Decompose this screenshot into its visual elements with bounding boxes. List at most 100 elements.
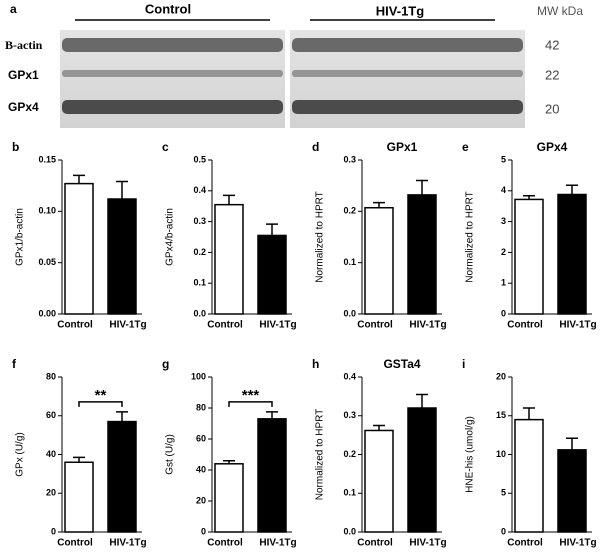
bar xyxy=(214,203,244,315)
bar xyxy=(364,206,394,315)
y-tick-label: 20 xyxy=(196,495,206,505)
error-bar xyxy=(73,456,85,463)
bar xyxy=(514,418,544,533)
bar xyxy=(557,449,587,533)
chart-title: GSTa4 xyxy=(383,357,420,371)
error-bar xyxy=(566,437,578,450)
y-tick-label: 0 xyxy=(501,308,506,318)
y-tick-label: 0.0 xyxy=(343,308,356,318)
x-tick-label: HIV-1Tg xyxy=(559,320,596,331)
y-axis-label: GPx (U/g) xyxy=(15,432,26,476)
y-axis-label: Normalized to HPRT xyxy=(465,191,476,283)
y-axis-label: GPx1/b-actin xyxy=(15,208,26,266)
y-axis-label: HNE-his (umol/g) xyxy=(465,416,476,493)
row-label: GPx1 xyxy=(8,68,39,82)
y-tick-label: 5 xyxy=(501,488,506,498)
x-tick-label: HIV-1Tg xyxy=(259,320,296,331)
error-bar xyxy=(373,424,385,431)
group-label: HIV-1Tg xyxy=(376,3,424,18)
panel-letter: d xyxy=(312,140,319,154)
y-tick-label: 3 xyxy=(501,216,506,226)
error-bar xyxy=(416,179,428,195)
x-tick-label: HIV-1Tg xyxy=(409,538,446,549)
x-tick-label: HIV-1Tg xyxy=(109,320,146,331)
x-tick-label: Control xyxy=(357,320,393,331)
y-axis-label: Normalized to HPRT xyxy=(315,191,326,283)
x-tick-label: Control xyxy=(57,320,93,331)
y-tick-label: 0.05 xyxy=(38,257,56,267)
y-tick-label: 0.5 xyxy=(193,154,206,164)
panel-letter: f xyxy=(12,357,17,371)
x-tick-label: Control xyxy=(207,320,243,331)
y-tick-label: 0.3 xyxy=(343,154,356,164)
panel-letter: h xyxy=(312,357,319,371)
y-tick-label: 80 xyxy=(46,371,56,381)
group-label: Control xyxy=(145,1,191,16)
y-tick-label: 0 xyxy=(51,526,56,536)
bar xyxy=(364,429,394,533)
y-tick-label: 20 xyxy=(46,488,56,498)
error-bar xyxy=(116,180,128,200)
bar xyxy=(257,418,287,533)
mw-label: 22 xyxy=(545,67,559,82)
error-bar xyxy=(416,393,428,408)
y-tick-label: 100 xyxy=(191,371,206,381)
x-tick-label: HIV-1Tg xyxy=(559,538,596,549)
error-bar xyxy=(523,407,535,420)
y-tick-label: 20 xyxy=(496,371,506,381)
error-bar xyxy=(73,174,85,184)
y-tick-label: 0.0 xyxy=(193,308,206,318)
x-tick-label: Control xyxy=(57,538,93,549)
y-axis-label: GPx4/b-actin xyxy=(165,208,176,266)
significance-label: *** xyxy=(242,387,260,404)
y-tick-label: 15 xyxy=(496,410,506,420)
error-bar xyxy=(223,194,235,205)
x-tick-label: HIV-1Tg xyxy=(259,538,296,549)
error-bar xyxy=(566,184,578,195)
x-tick-label: Control xyxy=(357,538,393,549)
bar xyxy=(514,198,544,315)
bar xyxy=(257,234,287,315)
y-tick-label: 2 xyxy=(501,247,506,257)
chart-title: GPx1 xyxy=(387,140,418,154)
y-tick-label: 0.00 xyxy=(38,308,56,318)
y-tick-label: 60 xyxy=(196,433,206,443)
x-tick-label: Control xyxy=(507,538,543,549)
bar xyxy=(107,198,137,315)
error-bar xyxy=(266,223,278,236)
bar xyxy=(557,193,587,315)
y-tick-label: 0.1 xyxy=(193,278,206,288)
panel-letter: e xyxy=(462,140,469,154)
y-tick-label: 0.2 xyxy=(193,247,206,257)
panel-letter: i xyxy=(462,357,465,371)
error-bar xyxy=(116,411,128,422)
y-tick-label: 10 xyxy=(496,449,506,459)
western-blot: a Control HIV-1Tg MW kDa B-actin GPx1 GP… xyxy=(5,1,583,128)
y-tick-label: 0.4 xyxy=(343,371,356,381)
panel-letter: a xyxy=(10,2,17,16)
row-label: GPx4 xyxy=(8,100,39,114)
error-bar xyxy=(523,194,535,200)
y-tick-label: 4 xyxy=(501,185,506,195)
y-tick-label: 0.2 xyxy=(343,449,356,459)
mw-header: MW kDa xyxy=(537,4,583,18)
significance-bracket xyxy=(78,401,123,407)
panel-letter: b xyxy=(12,140,19,154)
error-bar xyxy=(223,459,235,464)
error-bar xyxy=(266,411,278,419)
x-tick-label: Control xyxy=(207,538,243,549)
row-label: B-actin xyxy=(5,38,43,52)
mw-label: 42 xyxy=(545,37,559,52)
y-tick-label: 0.10 xyxy=(38,206,56,216)
y-axis-label: Normalized to HPRT xyxy=(315,409,326,501)
y-tick-label: 0.1 xyxy=(343,488,356,498)
x-tick-label: Control xyxy=(507,320,543,331)
y-tick-label: 40 xyxy=(46,449,56,459)
error-bar xyxy=(373,201,385,208)
y-tick-label: 0.0 xyxy=(343,526,356,536)
y-tick-label: 0.3 xyxy=(343,410,356,420)
y-tick-label: 0.4 xyxy=(193,185,206,195)
x-tick-label: HIV-1Tg xyxy=(409,320,446,331)
bar xyxy=(107,420,137,533)
